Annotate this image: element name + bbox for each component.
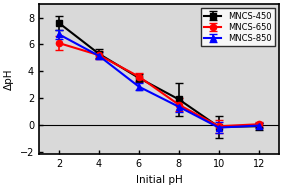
X-axis label: Initial pH: Initial pH [136, 175, 182, 185]
Legend: MNCS-450, MNCS-650, MNCS-850: MNCS-450, MNCS-650, MNCS-850 [201, 8, 275, 46]
Y-axis label: ΔpH: ΔpH [4, 69, 14, 90]
